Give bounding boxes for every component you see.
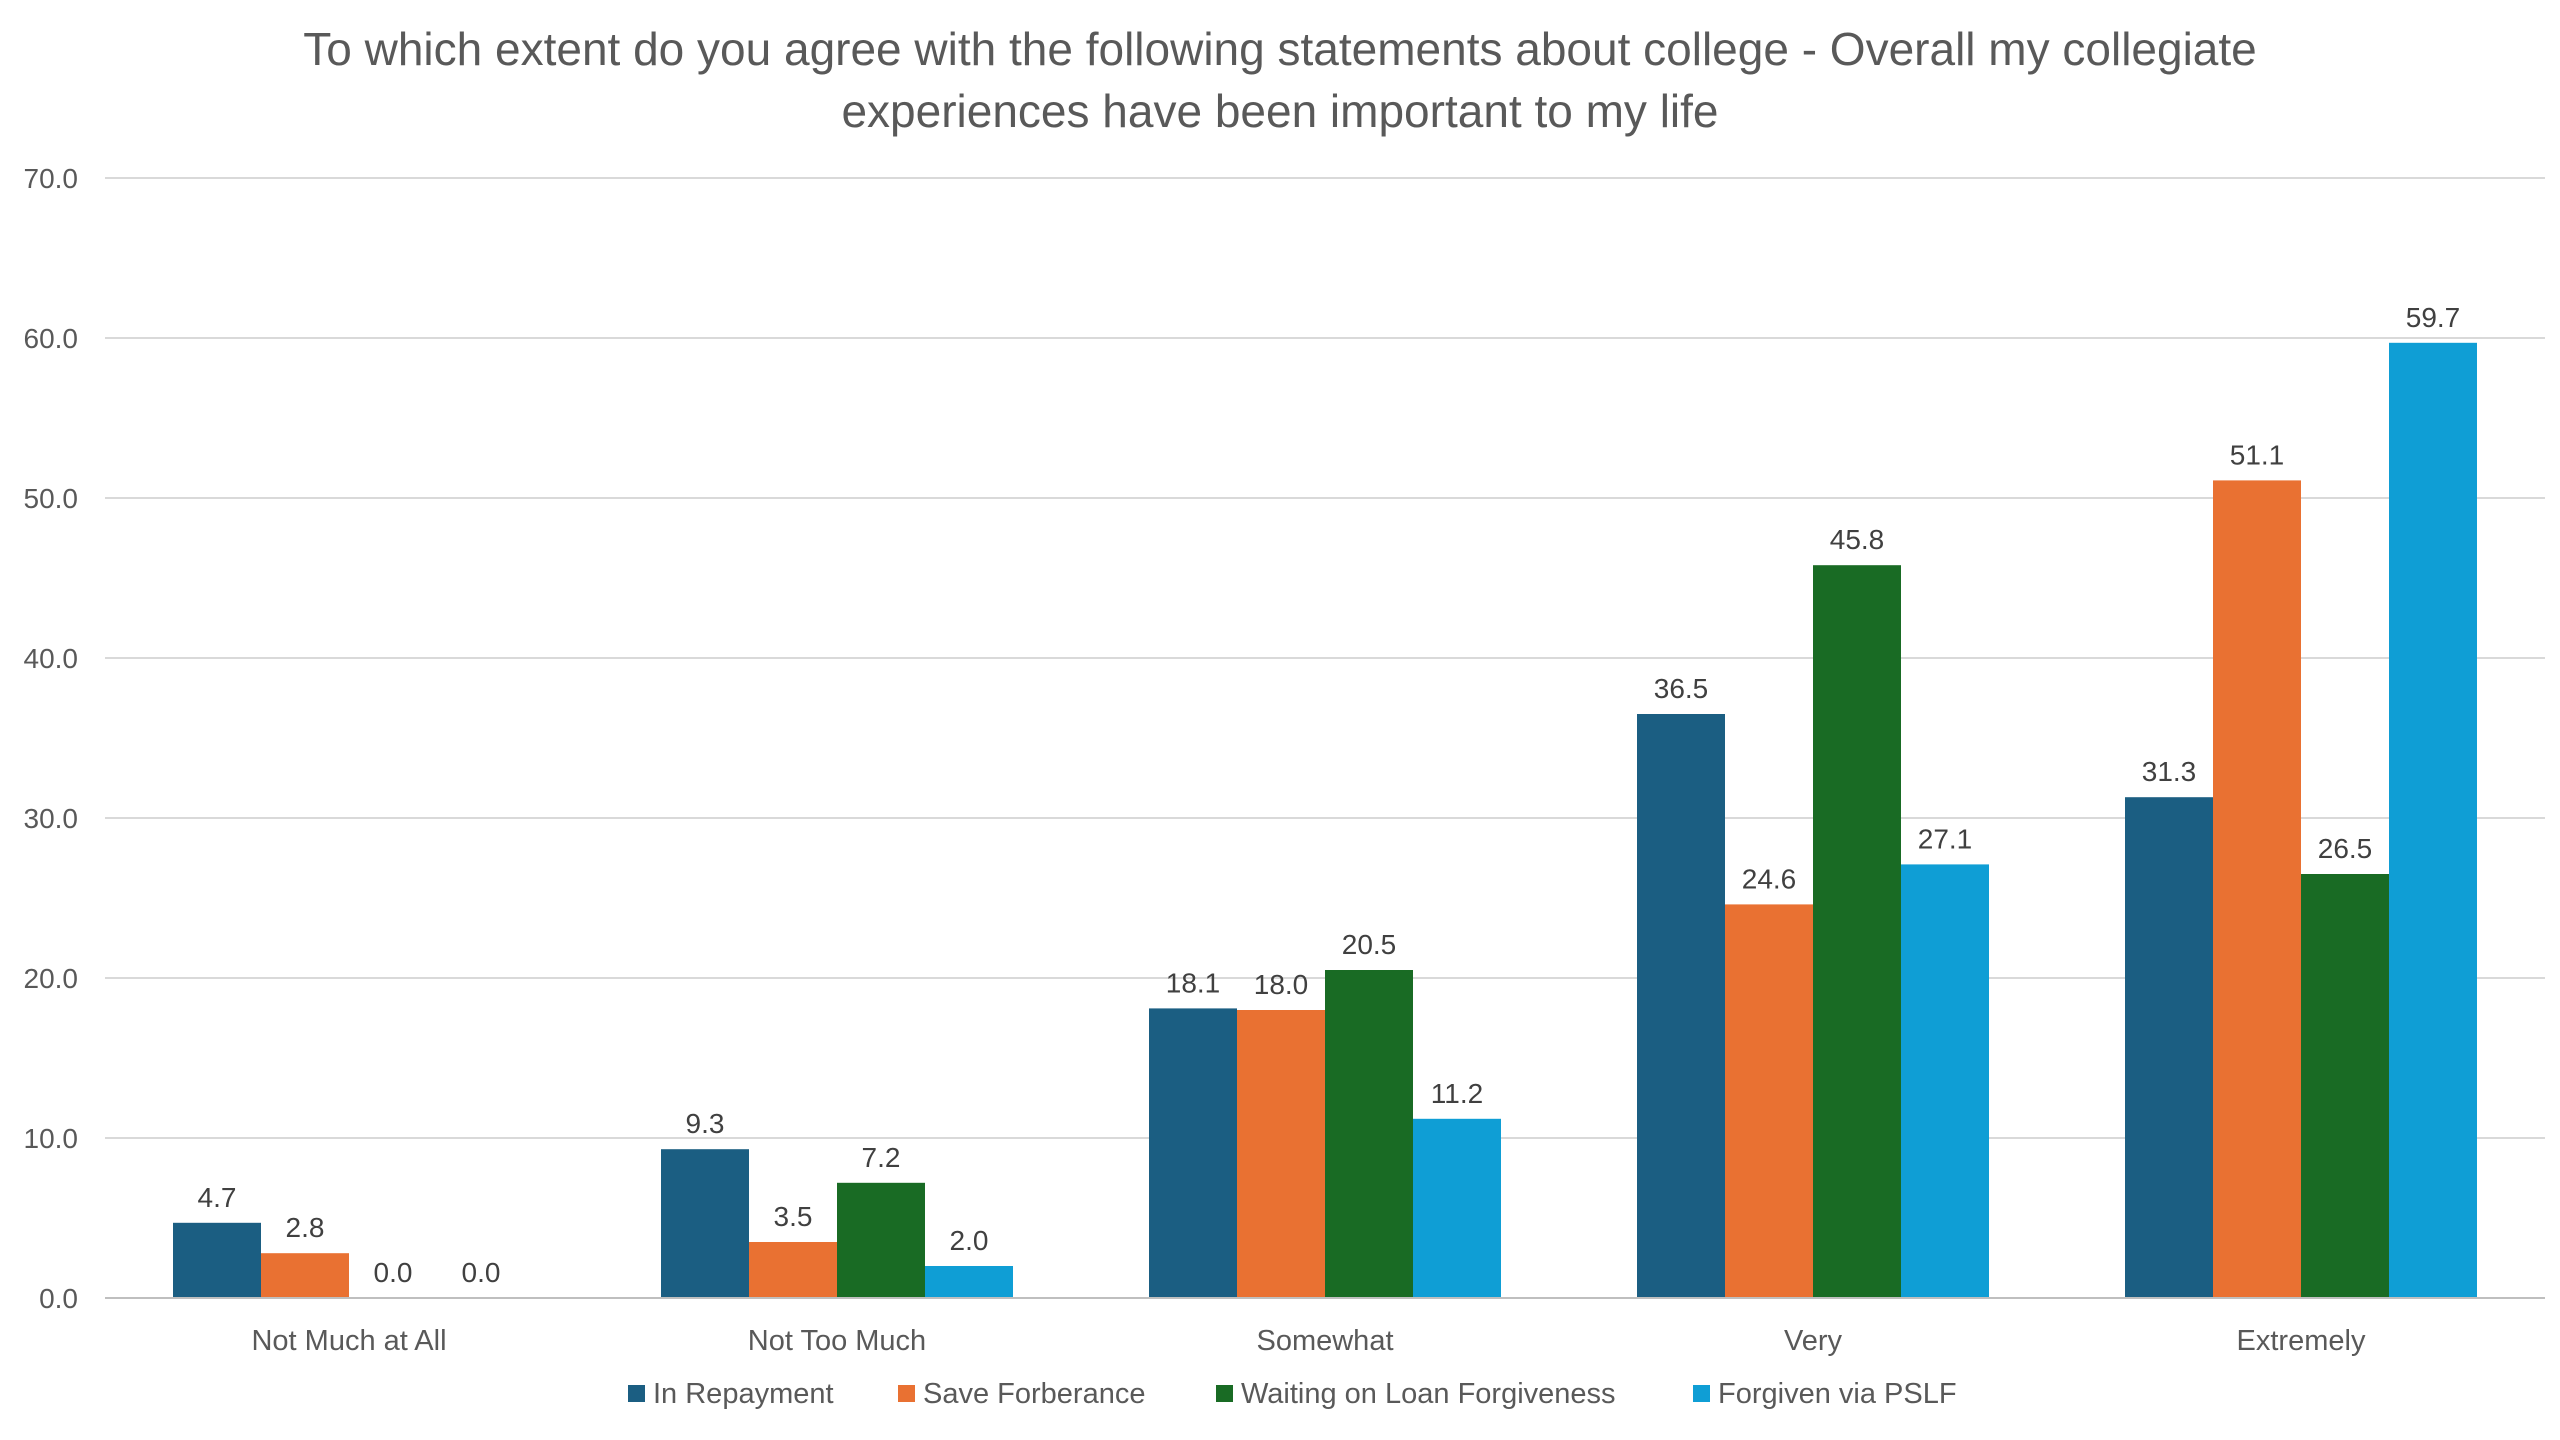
legend-label: Waiting on Loan Forgiveness (1241, 1378, 1616, 1410)
legend-label: Save Forberance (923, 1378, 1145, 1410)
y-tick-label: 0.0 (39, 1283, 78, 1314)
data-label: 7.2 (862, 1142, 901, 1173)
bar (925, 1266, 1013, 1298)
chart-title-line-1: To which extent do you agree with the fo… (303, 23, 2257, 75)
data-label: 31.3 (2142, 756, 2197, 787)
data-label: 24.6 (1742, 863, 1797, 894)
data-label: 9.3 (686, 1108, 725, 1139)
data-label: 59.7 (2406, 302, 2461, 333)
bar (1149, 1008, 1237, 1298)
legend-label: In Repayment (653, 1378, 834, 1410)
y-tick-label: 10.0 (24, 1123, 79, 1154)
legend-swatch (1216, 1385, 1233, 1402)
data-label: 0.0 (374, 1257, 413, 1288)
data-label: 26.5 (2318, 833, 2373, 864)
y-tick-label: 30.0 (24, 803, 79, 834)
chart-title: To which extent do you agree with the fo… (180, 18, 2380, 142)
legend: In Repayment Save Forberance Waiting on Lo… (628, 1378, 1957, 1410)
y-axis-ticks: 0.0 10.0 20.0 30.0 40.0 50.0 60.0 70.0 (24, 163, 79, 1314)
legend-label: Forgiven via PSLF (1718, 1378, 1957, 1410)
bar (261, 1253, 349, 1298)
x-tick-label: Extremely (2237, 1325, 2366, 1357)
y-tick-label: 70.0 (24, 163, 79, 194)
bar (1901, 864, 1989, 1298)
bar (2213, 480, 2301, 1298)
data-labels: 4.7 2.8 0.0 0.0 9.3 3.5 7.2 2.0 18.1 18.0 20.5 11.2… (198, 302, 2461, 1288)
bar (749, 1242, 837, 1298)
data-label: 4.7 (198, 1182, 237, 1213)
data-label: 0.0 (462, 1257, 501, 1288)
bar (1413, 1118, 1501, 1298)
data-label: 51.1 (2230, 439, 2285, 470)
data-label: 20.5 (1342, 929, 1397, 960)
bar (1325, 970, 1413, 1298)
y-tick-label: 20.0 (24, 963, 79, 994)
bar (2301, 874, 2389, 1298)
legend-swatch (628, 1385, 645, 1402)
chart-title-line-2: experiences have been important to my li… (841, 85, 1719, 137)
data-label: 27.1 (1918, 823, 1973, 854)
bar (1237, 1010, 1325, 1298)
data-label: 3.5 (774, 1201, 813, 1232)
x-tick-label: Very (1784, 1325, 1843, 1357)
bar (837, 1182, 925, 1298)
data-label: 45.8 (1830, 524, 1885, 555)
data-label: 36.5 (1654, 673, 1709, 704)
bars (173, 342, 2477, 1298)
data-label: 2.0 (950, 1225, 989, 1256)
legend-swatch (1693, 1385, 1710, 1402)
y-tick-label: 40.0 (24, 643, 79, 674)
bar (1637, 714, 1725, 1298)
bar (2389, 342, 2477, 1298)
data-label: 18.1 (1166, 967, 1221, 998)
bar (1813, 565, 1901, 1298)
bar (173, 1222, 261, 1298)
bar (1725, 904, 1813, 1298)
legend-swatch (898, 1385, 915, 1402)
bar (2125, 797, 2213, 1298)
x-axis-categories: Not Much at All Not Too Much Somewhat Very E… (251, 1325, 2365, 1357)
data-label: 11.2 (1431, 1078, 1483, 1109)
x-tick-label: Not Too Much (748, 1325, 926, 1357)
y-tick-label: 50.0 (24, 483, 79, 514)
x-tick-label: Somewhat (1256, 1325, 1393, 1357)
data-label: 2.8 (286, 1212, 325, 1243)
x-tick-label: Not Much at All (251, 1325, 446, 1357)
bar (661, 1149, 749, 1298)
data-label: 18.0 (1254, 969, 1309, 1000)
y-tick-label: 60.0 (24, 323, 79, 354)
